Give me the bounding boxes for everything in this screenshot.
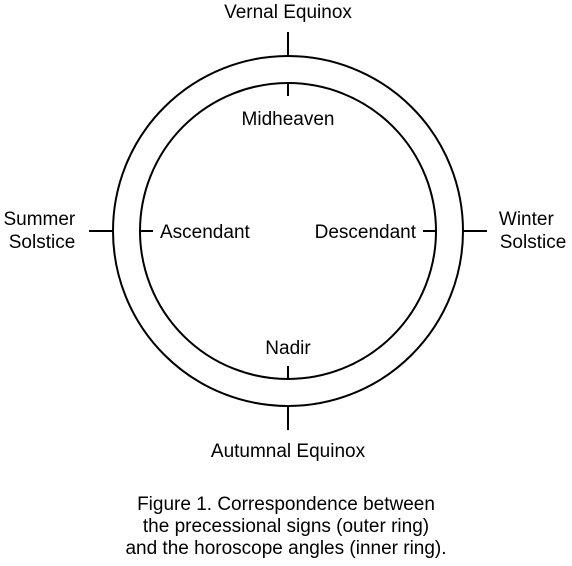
caption-line-2: the precessional signs (outer ring) (142, 516, 430, 537)
summer-solstice-label-line1: Summer (3, 209, 75, 230)
nadir-label: Nadir (265, 338, 311, 359)
vernal-equinox-label: Vernal Equinox (224, 2, 352, 23)
caption-line-1: Figure 1. Correspondence between (137, 494, 435, 515)
winter-solstice-label-line1: Winter (499, 209, 555, 230)
winter-solstice-label: Winter Solstice (499, 209, 566, 253)
autumnal-equinox-label: Autumnal Equinox (211, 441, 366, 462)
winter-solstice-label-line2: Solstice (500, 232, 567, 253)
summer-solstice-label: Summer Solstice (3, 209, 80, 253)
midheaven-label: Midheaven (242, 109, 335, 130)
figure-caption: Figure 1. Correspondence between the pre… (0, 494, 572, 560)
caption-line-3: and the horoscope angles (inner ring). (125, 538, 447, 559)
ascendant-label: Ascendant (160, 222, 251, 243)
descendant-label: Descendant (315, 222, 417, 243)
summer-solstice-label-line2: Solstice (9, 232, 76, 253)
